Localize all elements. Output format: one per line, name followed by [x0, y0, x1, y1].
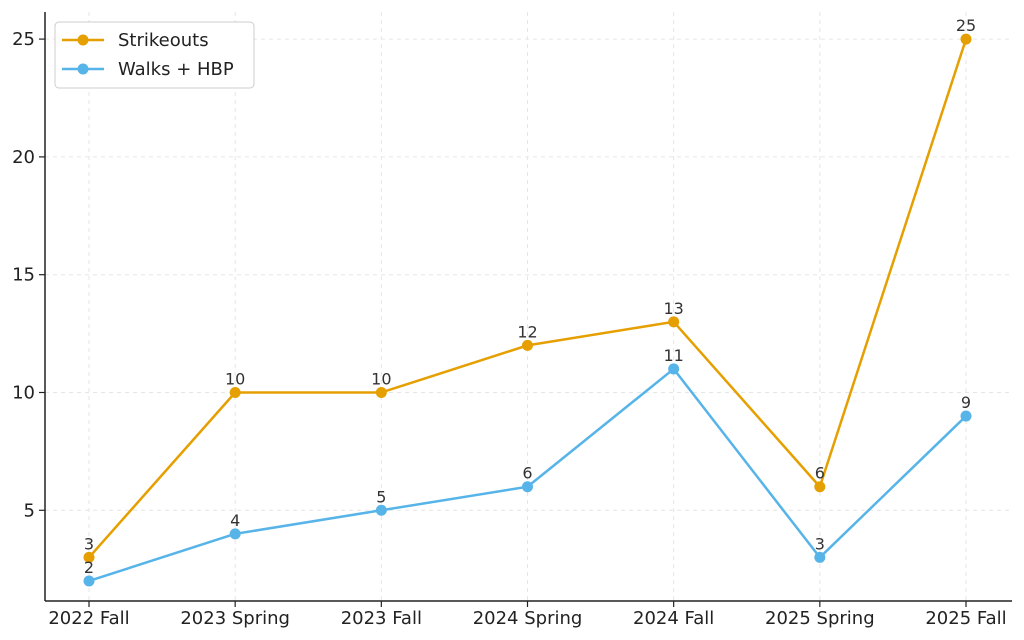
data-point: [375, 504, 387, 516]
x-tick-label: 2025 Fall: [925, 608, 1006, 629]
data-label: 4: [230, 511, 240, 530]
legend-box: [54, 21, 255, 89]
y-tick-label: 25: [12, 29, 35, 50]
data-label: 6: [815, 464, 825, 483]
data-point: [375, 386, 387, 398]
data-point: [668, 363, 680, 375]
data-label: 12: [517, 322, 537, 341]
data-label: 10: [371, 369, 391, 388]
legend-label: Walks + HBP: [118, 59, 234, 80]
data-point: [814, 551, 826, 563]
x-tick-label: 2023 Fall: [341, 608, 422, 629]
data-point: [668, 316, 680, 328]
data-label: 3: [84, 534, 94, 553]
data-point: [229, 386, 241, 398]
x-axis-ticks: 2022 Fall 2023 Spring 2023 Fall 2024 Spring…: [48, 601, 1007, 629]
y-tick-label: 5: [24, 500, 35, 521]
series-0: [83, 33, 972, 563]
legend-marker: [77, 34, 89, 46]
data-label: 6: [522, 464, 532, 483]
data-label: 3: [815, 534, 825, 553]
y-axis-ticks: 5 10 15 20 25: [12, 29, 45, 521]
data-label: 5: [376, 487, 386, 506]
x-tick-label: 2025 Spring: [765, 608, 875, 629]
series-group: 3 10 10 12 13 6 25 2 4 5 6 11 3 9: [83, 16, 976, 587]
series-1: [83, 363, 972, 587]
grid-lines: [45, 12, 1012, 601]
data-point: [83, 551, 95, 563]
data-point: [522, 481, 533, 493]
x-tick-label: 2024 Spring: [473, 608, 583, 629]
data-point: [960, 410, 972, 422]
data-point: [83, 575, 95, 587]
x-tick-label: 2024 Fall: [633, 608, 714, 629]
data-label: 2: [84, 558, 94, 577]
y-tick-label: 20: [12, 147, 35, 168]
data-label: 11: [663, 346, 683, 365]
legend-marker: [77, 63, 89, 75]
data-label: 10: [225, 369, 245, 388]
legend: Strikeouts Walks + HBP: [54, 21, 255, 89]
data-point: [960, 33, 972, 45]
legend-label: Strikeouts: [118, 30, 209, 51]
x-tick-label: 2022 Fall: [48, 608, 129, 629]
data-labels-0: 3 10 10 12 13 6 25: [84, 16, 976, 553]
data-point: [814, 481, 826, 493]
data-label: 25: [956, 16, 976, 35]
y-tick-label: 15: [12, 265, 35, 286]
data-point: [229, 528, 241, 540]
y-tick-label: 10: [12, 382, 35, 403]
data-label: 13: [663, 299, 683, 318]
data-label: 9: [961, 393, 971, 412]
axes: [44, 12, 1012, 602]
data-labels-1: 2 4 5 6 11 3 9: [84, 346, 971, 577]
data-point: [522, 339, 533, 351]
x-tick-label: 2023 Spring: [180, 608, 290, 629]
